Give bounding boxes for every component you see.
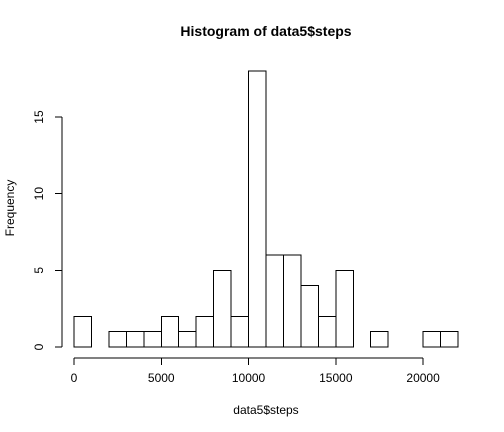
bars-group: [73, 70, 459, 348]
x-axis: 0 5000 10000 15000 20000: [71, 357, 440, 385]
y-tick-label: 10: [32, 187, 46, 201]
histogram-bar: [440, 331, 459, 348]
histogram-bar: [335, 269, 354, 348]
histogram-bar: [108, 331, 127, 348]
chart-title: Histogram of data5$steps: [180, 23, 351, 39]
y-tick-label: 15: [32, 110, 46, 124]
histogram-bar: [248, 70, 267, 348]
histogram-bar: [422, 331, 442, 348]
histogram-bar: [160, 315, 180, 348]
histogram-bar: [125, 331, 145, 348]
x-axis-title: data5$steps: [233, 403, 298, 417]
x-tick-label: 0: [71, 371, 78, 385]
x-tick-label: 20000: [406, 371, 440, 385]
x-tick-label: 15000: [319, 371, 353, 385]
histogram-bar: [213, 269, 232, 348]
histogram-bar: [230, 315, 250, 348]
x-tick-label: 10000: [232, 371, 266, 385]
histogram-bar: [143, 331, 162, 348]
histogram-bar: [178, 331, 197, 348]
histogram-bar: [73, 315, 92, 348]
histogram-bar: [195, 315, 215, 348]
y-tick-label: 5: [32, 267, 46, 274]
histogram-bar: [317, 315, 337, 348]
y-tick-label: 0: [32, 343, 46, 350]
y-axis: 0 5 10 15: [32, 110, 63, 350]
histogram-bar: [282, 254, 302, 348]
y-axis-title: Frequency: [3, 180, 17, 237]
histogram-bar: [265, 254, 284, 348]
x-tick-label: 5000: [148, 371, 175, 385]
histogram-bar: [370, 331, 389, 348]
histogram-bar: [300, 285, 319, 348]
